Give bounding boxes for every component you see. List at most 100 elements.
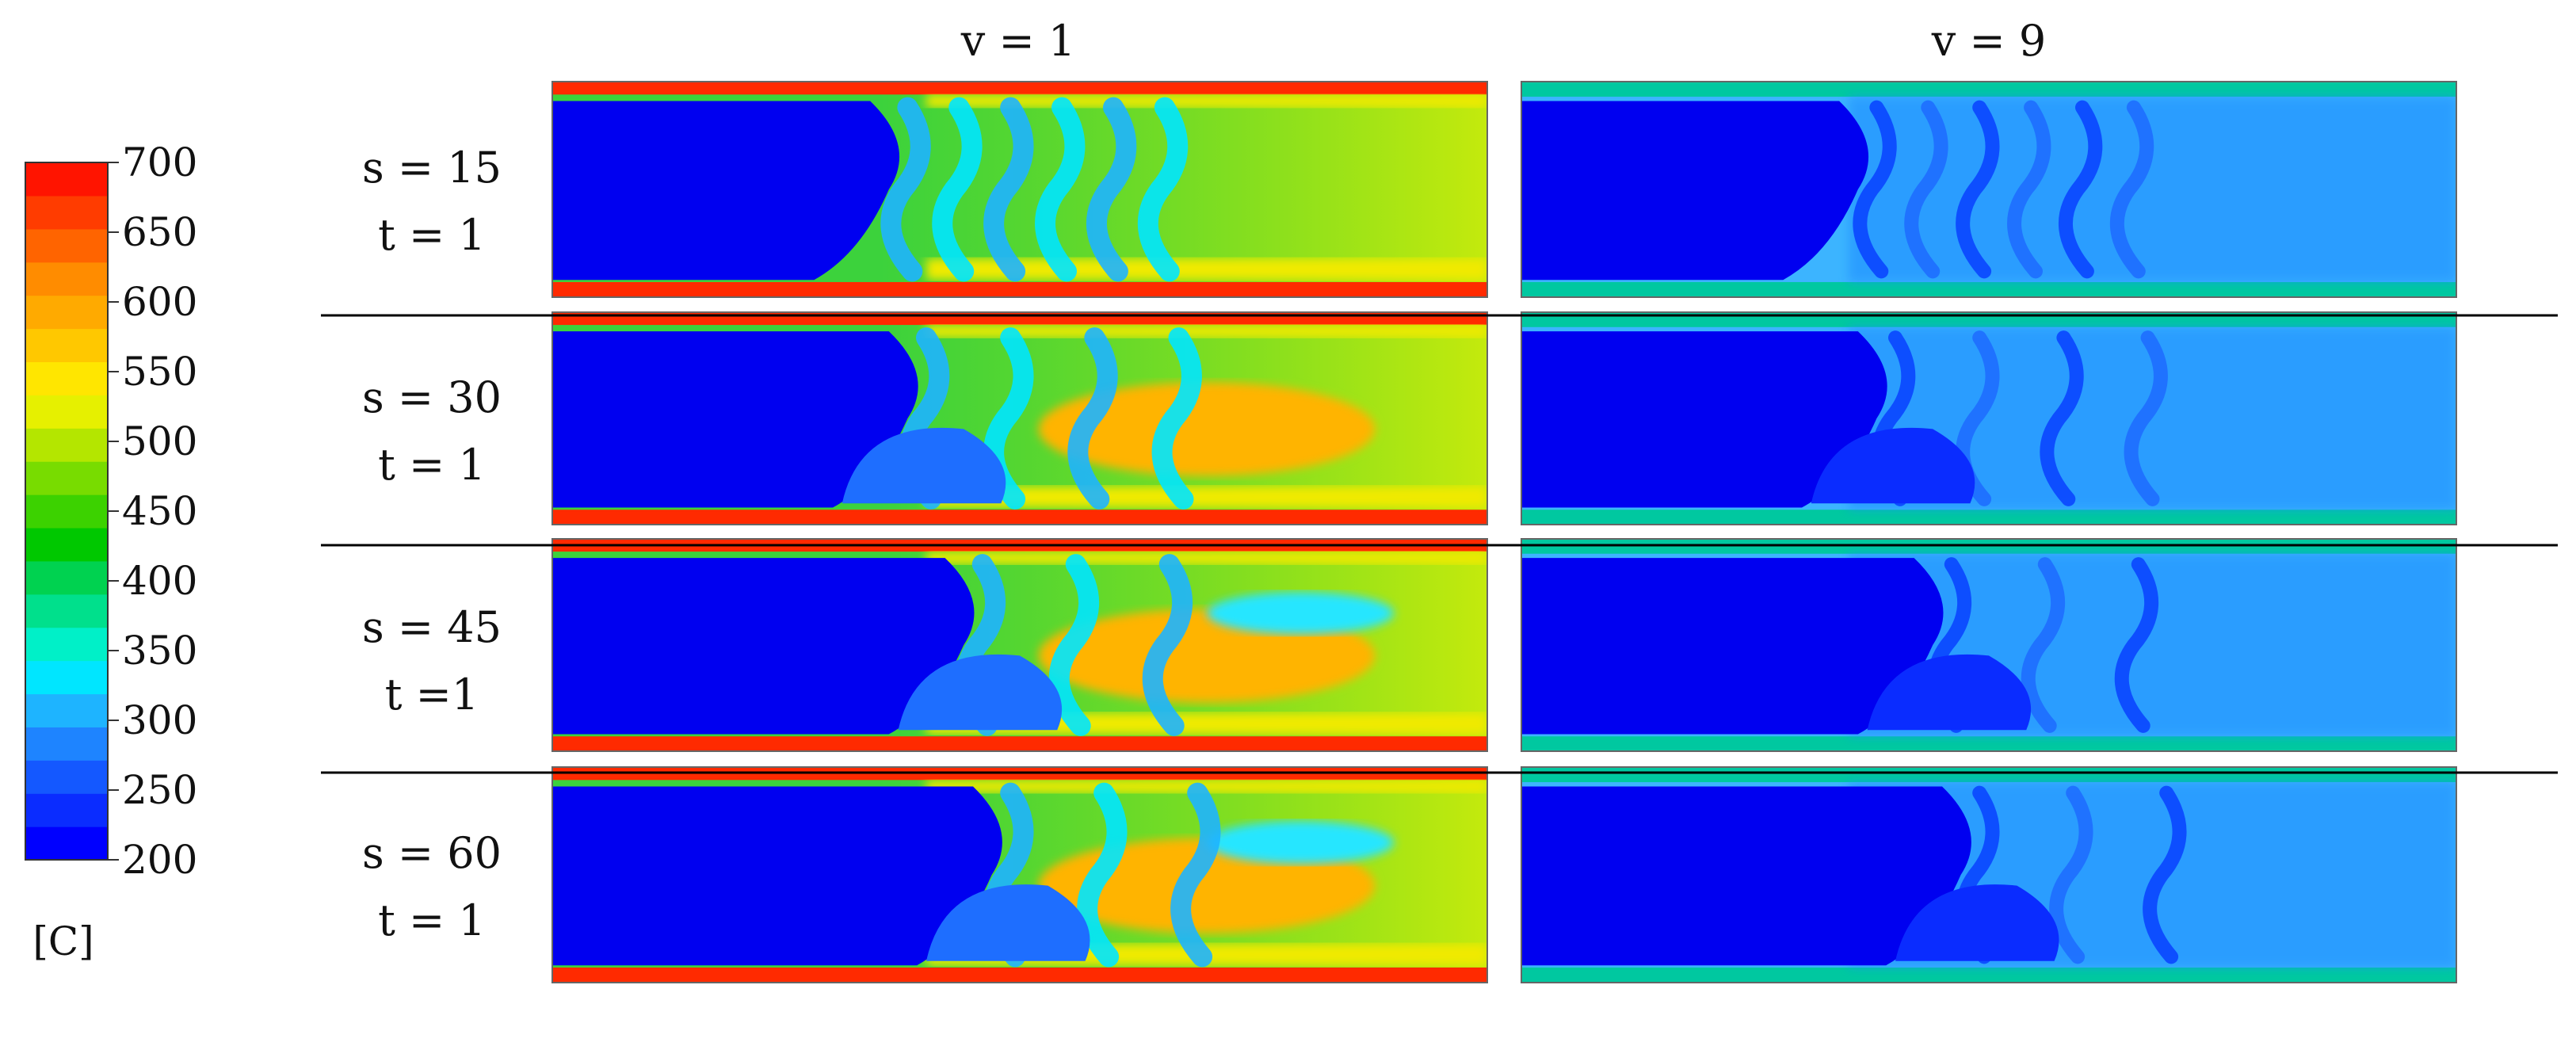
colorbar-tick-label: 500 — [122, 418, 197, 464]
vortex-finger — [1151, 327, 1202, 510]
panel-frame — [1521, 766, 2457, 983]
colorbar-tick-label: 350 — [122, 628, 197, 674]
vortex-finger — [983, 97, 1034, 282]
hot-pocket — [1038, 382, 1376, 476]
contour-panels — [551, 81, 2457, 983]
vortex-finger — [2109, 100, 2154, 279]
colorbar-band — [25, 560, 108, 595]
warm-wall-bottom — [1521, 967, 2456, 983]
cold-jet-core — [1521, 558, 1944, 735]
vortex-finger — [2143, 785, 2187, 964]
jet-hook — [898, 654, 1063, 731]
warm-band-top — [926, 325, 1487, 338]
vortex-finger — [932, 97, 983, 282]
vortex-finger — [2049, 785, 2093, 964]
row-1-s-label: s = 15 — [362, 143, 502, 193]
vortex-finger — [1170, 782, 1221, 968]
vortex-finger — [2114, 557, 2159, 733]
hot-wall-bottom — [552, 510, 1487, 525]
vortex-finger — [1067, 327, 1118, 510]
colorbar-tick-label: 650 — [122, 209, 197, 255]
colorbar-band — [25, 527, 108, 562]
colorbar-unit-label: [C] — [32, 918, 93, 964]
colorbar-tick-label: 450 — [122, 488, 197, 534]
warm-band-top — [926, 780, 1487, 793]
contour-panel-v1-row-1 — [551, 81, 1488, 298]
cold-jet-core — [1521, 331, 1887, 508]
colorbar-band — [25, 195, 108, 230]
warm-wall-bottom — [1521, 510, 2456, 525]
column-title-v9: v = 9 — [1931, 16, 2046, 66]
vortex-finger — [1035, 97, 1086, 282]
colorbar-band — [25, 428, 108, 462]
jet-hook — [926, 884, 1090, 961]
cool-streak — [1207, 821, 1394, 865]
cold-jet-core — [552, 558, 975, 735]
vortex-finger — [1956, 100, 2000, 279]
panel-frame — [1521, 538, 2457, 752]
row-3-t-label: t =1 — [385, 670, 479, 720]
cold-jet-core — [552, 331, 918, 508]
jet-hook — [841, 427, 1006, 504]
vortex-finger — [2021, 557, 2066, 733]
hot-wall-bottom — [552, 967, 1487, 983]
contour-panel-v1-row-2 — [551, 311, 1488, 525]
colorbar-band — [25, 328, 108, 363]
panel-frame — [551, 766, 1488, 983]
jet-hook — [1867, 654, 2032, 731]
row-labels: s = 15 t = 1 s = 30 t = 1 s = 45 t =1 s … — [362, 143, 502, 945]
warm-wall-bottom — [1521, 736, 2456, 751]
warm-wall-top — [1521, 82, 2456, 97]
cold-jet-core — [552, 101, 900, 281]
contour-panel-v9-row-2 — [1521, 311, 2457, 525]
vortex-finger — [2058, 100, 2103, 279]
colorbar-tick-label: 400 — [122, 558, 197, 604]
cool-streak — [1207, 592, 1394, 635]
warm-band-top — [926, 552, 1487, 565]
jet-hook — [1811, 427, 1975, 504]
colorbar-band — [25, 693, 108, 727]
colorbar-band — [25, 760, 108, 794]
contour-panel-v1-row-3 — [551, 538, 1488, 752]
colorbar-tick-label: 550 — [122, 349, 197, 395]
colorbar-tick-label: 200 — [122, 837, 197, 883]
colorbar-tick-label: 300 — [122, 697, 197, 743]
column-title-v1: v = 1 — [960, 16, 1075, 66]
cold-jet-core — [552, 786, 1002, 966]
mixed-region — [1849, 97, 2456, 282]
cold-jet-core — [1521, 786, 1971, 966]
row-2-s-label: s = 30 — [362, 372, 502, 422]
colorbar: 700 650 600 550 500 450 400 350 300 250 200 [C] — [25, 139, 197, 964]
colorbar-band — [25, 295, 108, 330]
colorbar-band — [25, 660, 108, 695]
row-separators — [321, 314, 2558, 774]
panel-frame — [1521, 311, 2457, 525]
contour-panel-v9-row-4 — [1521, 766, 2457, 983]
vortex-finger — [2124, 330, 2168, 506]
vortex-finger — [1142, 554, 1193, 736]
vortex-finger — [1853, 100, 1897, 279]
row-2-t-label: t = 1 — [378, 440, 486, 490]
colorbar-band — [25, 162, 108, 197]
vortex-finger — [1077, 782, 1128, 968]
warm-wall-top — [1521, 767, 2456, 783]
colorbar-band — [25, 826, 108, 861]
panel-frame — [551, 538, 1488, 752]
hot-wall-bottom — [552, 736, 1487, 751]
vortex-finger — [1904, 100, 1948, 279]
hot-wall-top — [552, 312, 1487, 326]
vortex-finger — [1086, 97, 1137, 282]
colorbar-band — [25, 461, 108, 495]
hot-wall-top — [552, 82, 1487, 95]
warm-wall-bottom — [1521, 281, 2456, 297]
panel-frame — [551, 311, 1488, 525]
row-1-t-label: t = 1 — [378, 210, 486, 260]
colorbar-tick-label: 600 — [122, 279, 197, 325]
colorbar-band — [25, 228, 108, 263]
row-3-s-label: s = 45 — [362, 602, 502, 652]
contour-panel-v1-row-4 — [551, 766, 1488, 983]
vortex-finger — [1048, 554, 1100, 736]
colorbar-band — [25, 262, 108, 296]
panel-frame — [1521, 81, 2457, 298]
